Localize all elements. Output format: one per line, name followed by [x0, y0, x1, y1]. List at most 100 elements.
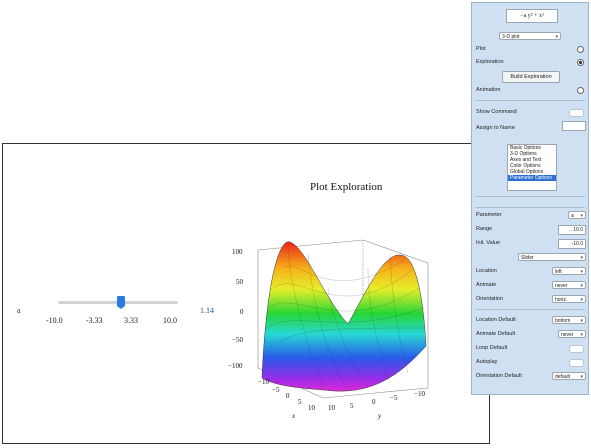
options-list-item-selected[interactable]: Parameter Options — [508, 175, 556, 181]
animate-value: never — [555, 283, 568, 289]
divider — [475, 207, 585, 208]
location-default-label: Location Default — [476, 317, 516, 323]
animate-row: Animate — [476, 280, 584, 290]
control-type-value: Slider — [521, 255, 534, 261]
plot-radio-label: Plot — [476, 46, 486, 52]
chevron-down-icon: ▾ — [580, 332, 583, 338]
orientation-label: Orientation — [476, 296, 503, 302]
options-list-item[interactable]: Basic Options — [510, 145, 541, 151]
animation-radio-row[interactable]: Animation — [476, 85, 584, 95]
chevron-down-icon: ▾ — [580, 297, 583, 303]
y-tick-label: 5 — [350, 402, 354, 410]
assign-name-label: Assign to Name — [476, 125, 515, 131]
x-tick-label: −10 — [258, 378, 269, 386]
orientation-row: Orientation — [476, 294, 584, 304]
location-default-value: bottom — [555, 318, 571, 324]
range-input[interactable]: .. 10.0 — [558, 225, 586, 235]
options-list-item[interactable]: Global Options — [510, 169, 544, 175]
orientation-default-dropdown[interactable]: default ▾ — [552, 372, 586, 380]
init-value-row: Init. Value — [476, 238, 584, 248]
chevron-down-icon: ▾ — [580, 374, 583, 380]
chevron-down-icon: ▾ — [580, 213, 583, 219]
show-command-label: Show Command — [476, 109, 517, 115]
x-tick-label: 10 — [308, 404, 316, 412]
surface-plot[interactable]: 100 50 0 −50 −100 −10 −5 0 5 10 x 10 5 0… — [228, 228, 450, 424]
autoplay-toggle[interactable] — [569, 359, 584, 367]
show-command-toggle[interactable] — [569, 109, 584, 117]
slider-tick-label: 10.0 — [163, 316, 177, 325]
autoplay-row[interactable]: Autoplay — [476, 357, 584, 367]
orientation-default-row: Orientation Default — [476, 371, 584, 381]
loop-default-label: Loop Default — [476, 345, 508, 351]
init-value-label: Init. Value — [476, 240, 501, 246]
divider — [475, 309, 585, 310]
build-exploration-button[interactable]: Build Exploration — [502, 71, 560, 83]
divider — [475, 100, 585, 101]
control-type-dropdown[interactable]: Slider ▾ — [518, 253, 586, 261]
slider-tick-label: -3.33 — [86, 316, 103, 325]
autoplay-label: Autoplay — [476, 359, 498, 365]
options-list-item[interactable]: Axes and Text — [510, 157, 542, 163]
orientation-default-value: default — [555, 374, 571, 380]
exploration-radio[interactable] — [577, 59, 584, 66]
x-tick-label: −5 — [272, 386, 280, 394]
parameter-label: Parameter — [476, 212, 502, 218]
show-command-row[interactable]: Show Command — [476, 107, 584, 117]
plot-type-dropdown[interactable]: 3-D plot ▾ — [499, 32, 561, 40]
location-row: Location — [476, 266, 584, 276]
loop-default-toggle[interactable] — [569, 345, 584, 353]
orientation-default-label: Orientation Default — [476, 373, 522, 379]
y-axis-label: y — [377, 412, 382, 420]
parameter-row: Parameter — [476, 210, 584, 220]
slider-tick-label: -10.0 — [46, 316, 63, 325]
location-dropdown[interactable]: left ▾ — [552, 267, 586, 275]
plot-radio[interactable] — [577, 46, 584, 53]
animate-label: Animate — [476, 282, 497, 288]
plot-radio-row[interactable]: Plot — [476, 44, 584, 54]
y-tick-label: 10 — [328, 404, 336, 412]
location-value: left — [555, 269, 562, 275]
options-list-item[interactable]: Color Options — [510, 163, 541, 169]
slider-thumb[interactable] — [117, 296, 125, 309]
options-list-item[interactable]: 3-D Options — [510, 151, 537, 157]
assign-name-input[interactable] — [562, 121, 586, 131]
orientation-value: horiz. — [555, 297, 568, 303]
location-default-row: Location Default — [476, 315, 584, 325]
loop-default-row[interactable]: Loop Default — [476, 343, 584, 353]
animation-radio[interactable] — [577, 87, 584, 94]
z-tick-label: 100 — [232, 248, 243, 256]
chevron-down-icon: ▾ — [580, 255, 583, 261]
assign-name-row: Assign to Name — [476, 123, 584, 133]
animate-default-dropdown[interactable]: never ▾ — [558, 330, 586, 338]
plot-title: Plot Exploration — [310, 181, 383, 193]
z-tick-label: −50 — [232, 336, 243, 344]
parameter-dropdown[interactable]: a ▾ — [568, 211, 586, 219]
chevron-down-icon: ▾ — [580, 269, 583, 275]
animate-default-label: Animate Default — [476, 331, 516, 337]
animate-dropdown[interactable]: never ▾ — [552, 281, 586, 289]
y-tick-label: −5 — [390, 394, 398, 402]
slider-tick-label: 3.33 — [124, 316, 138, 325]
animation-radio-label: Animation — [476, 87, 501, 93]
options-listbox[interactable]: Basic Options 3-D Options Axes and Text … — [507, 144, 557, 191]
divider — [475, 196, 585, 197]
range-row: Range — [476, 224, 584, 234]
orientation-dropdown[interactable]: horiz. ▾ — [552, 295, 586, 303]
slider-parameter-label: a — [17, 306, 21, 315]
z-tick-label: 50 — [236, 278, 244, 286]
range-label: Range — [476, 226, 493, 232]
y-tick-label: 0 — [372, 398, 376, 406]
chevron-down-icon: ▾ — [555, 34, 558, 40]
exploration-radio-label: Exploration — [476, 59, 504, 65]
location-label: Location — [476, 268, 497, 274]
location-default-dropdown[interactable]: bottom ▾ — [552, 316, 586, 324]
chevron-down-icon: ▾ — [580, 283, 583, 289]
init-value-input[interactable]: -10.0 — [558, 239, 586, 249]
exploration-radio-row[interactable]: Exploration — [476, 57, 584, 67]
x-tick-label: 5 — [298, 398, 302, 406]
y-tick-label: −10 — [414, 390, 425, 398]
exploration-panel: −a y² + x² 3-D plot ▾ Plot Exploration B… — [471, 2, 589, 395]
expression-display: −a y² + x² — [506, 9, 558, 23]
parameter-value: a — [571, 213, 574, 219]
z-tick-label: −100 — [228, 362, 243, 370]
